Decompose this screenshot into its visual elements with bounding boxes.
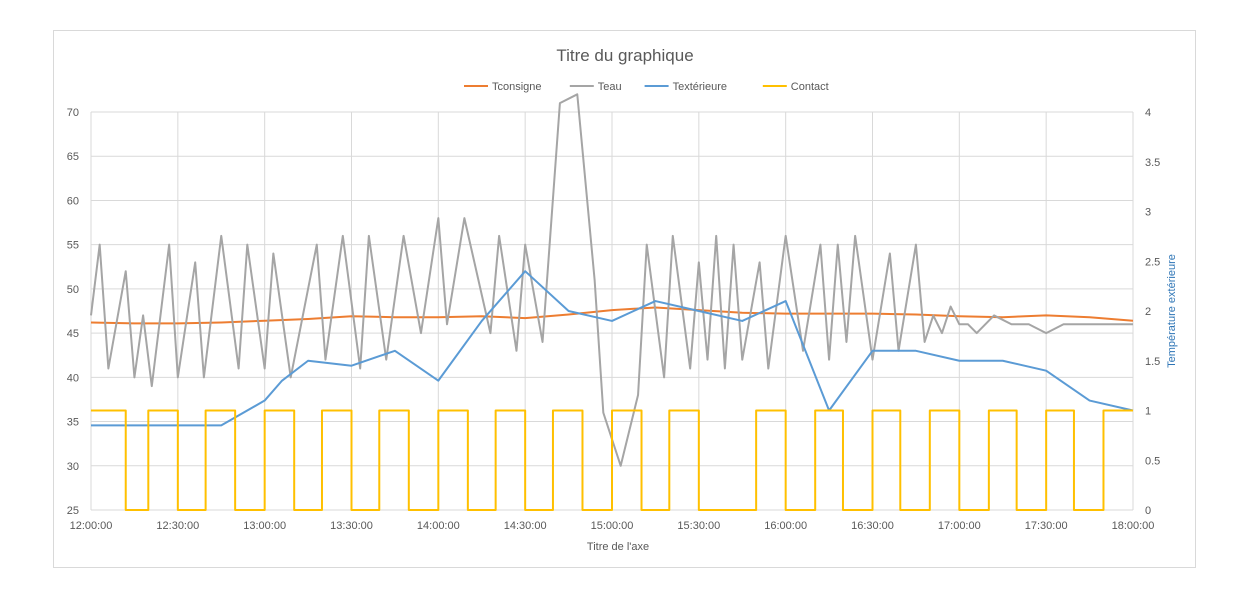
x-tick-label: 15:30:00: [677, 520, 720, 532]
y2-tick-label: 4: [1145, 107, 1151, 119]
series-line-teau: [90, 93, 1133, 467]
y2-tick-label: 1: [1145, 406, 1151, 418]
legend-label: Contact: [791, 81, 829, 93]
series-line-contact: [91, 409, 1133, 511]
y-tick-label: 30: [67, 461, 79, 473]
x-tick-label: 13:00:00: [243, 520, 286, 532]
y-tick-label: 45: [67, 328, 79, 340]
legend: Tconsigne Teau Textérieure Contact: [464, 81, 829, 93]
series-line-tconsigne: [90, 306, 1134, 325]
y-tick-label: 40: [67, 372, 79, 384]
y2-axis-title: Température extérieure: [1166, 254, 1178, 368]
y-tick-label: 55: [67, 240, 79, 252]
legend-label: Tconsigne: [492, 81, 542, 93]
y-tick-label: 25: [67, 505, 79, 517]
chart-frame: Titre du graphique Tconsigne Teau Textérie…: [53, 30, 1196, 568]
legend-item: Textérieure: [644, 81, 727, 93]
x-tick-label: 14:30:00: [504, 520, 547, 532]
x-tick-label: 12:30:00: [156, 520, 199, 532]
x-axis-title: Titre de l'axe: [587, 541, 649, 553]
legend-label: Teau: [598, 81, 622, 93]
x-tick-label: 18:00:00: [1112, 520, 1155, 532]
y-tick-label: 70: [67, 107, 79, 119]
legend-item: Tconsigne: [464, 81, 542, 93]
y-tick-label: 65: [67, 151, 79, 163]
x-tick-label: 13:30:00: [330, 520, 373, 532]
x-tick-label: 16:00:00: [764, 520, 807, 532]
y-tick-label: 60: [67, 195, 79, 207]
y2-tick-label: 2.5: [1145, 256, 1160, 268]
y2-tick-label: 3.5: [1145, 157, 1160, 169]
x-tick-label: 17:30:00: [1025, 520, 1068, 532]
x-tick-label: 14:00:00: [417, 520, 460, 532]
y-tick-label: 35: [67, 417, 79, 429]
series-line-textérieure: [91, 270, 1134, 427]
y2-tick-label: 1.5: [1145, 356, 1160, 368]
x-tick-label: 17:00:00: [938, 520, 981, 532]
y-axis-left: 25 30 35 40 45 50 55 60 65 70: [67, 107, 79, 517]
legend-item: Contact: [762, 81, 829, 93]
y2-tick-label: 0: [1145, 505, 1151, 517]
x-tick-label: 16:30:00: [851, 520, 894, 532]
plot-area: [90, 93, 1134, 511]
y-axis-right: 0 0.5 1 1.5 2 2.5 3 3.5 4: [1145, 107, 1160, 517]
legend-item: Teau: [569, 81, 622, 93]
chart-title: Titre du graphique: [556, 46, 693, 65]
y2-tick-label: 3: [1145, 207, 1151, 219]
y2-tick-label: 0.5: [1145, 455, 1160, 467]
y-tick-label: 50: [67, 284, 79, 296]
y2-tick-label: 2: [1145, 306, 1151, 318]
chart-canvas: Titre du graphique Tconsigne Teau Textérie…: [67, 46, 1178, 553]
x-tick-label: 15:00:00: [591, 520, 634, 532]
x-axis: 12:00:00 12:30:00 13:00:00 13:30:00 14:00:00…: [70, 520, 1155, 532]
x-tick-label: 12:00:00: [70, 520, 113, 532]
legend-label: Textérieure: [673, 81, 727, 93]
